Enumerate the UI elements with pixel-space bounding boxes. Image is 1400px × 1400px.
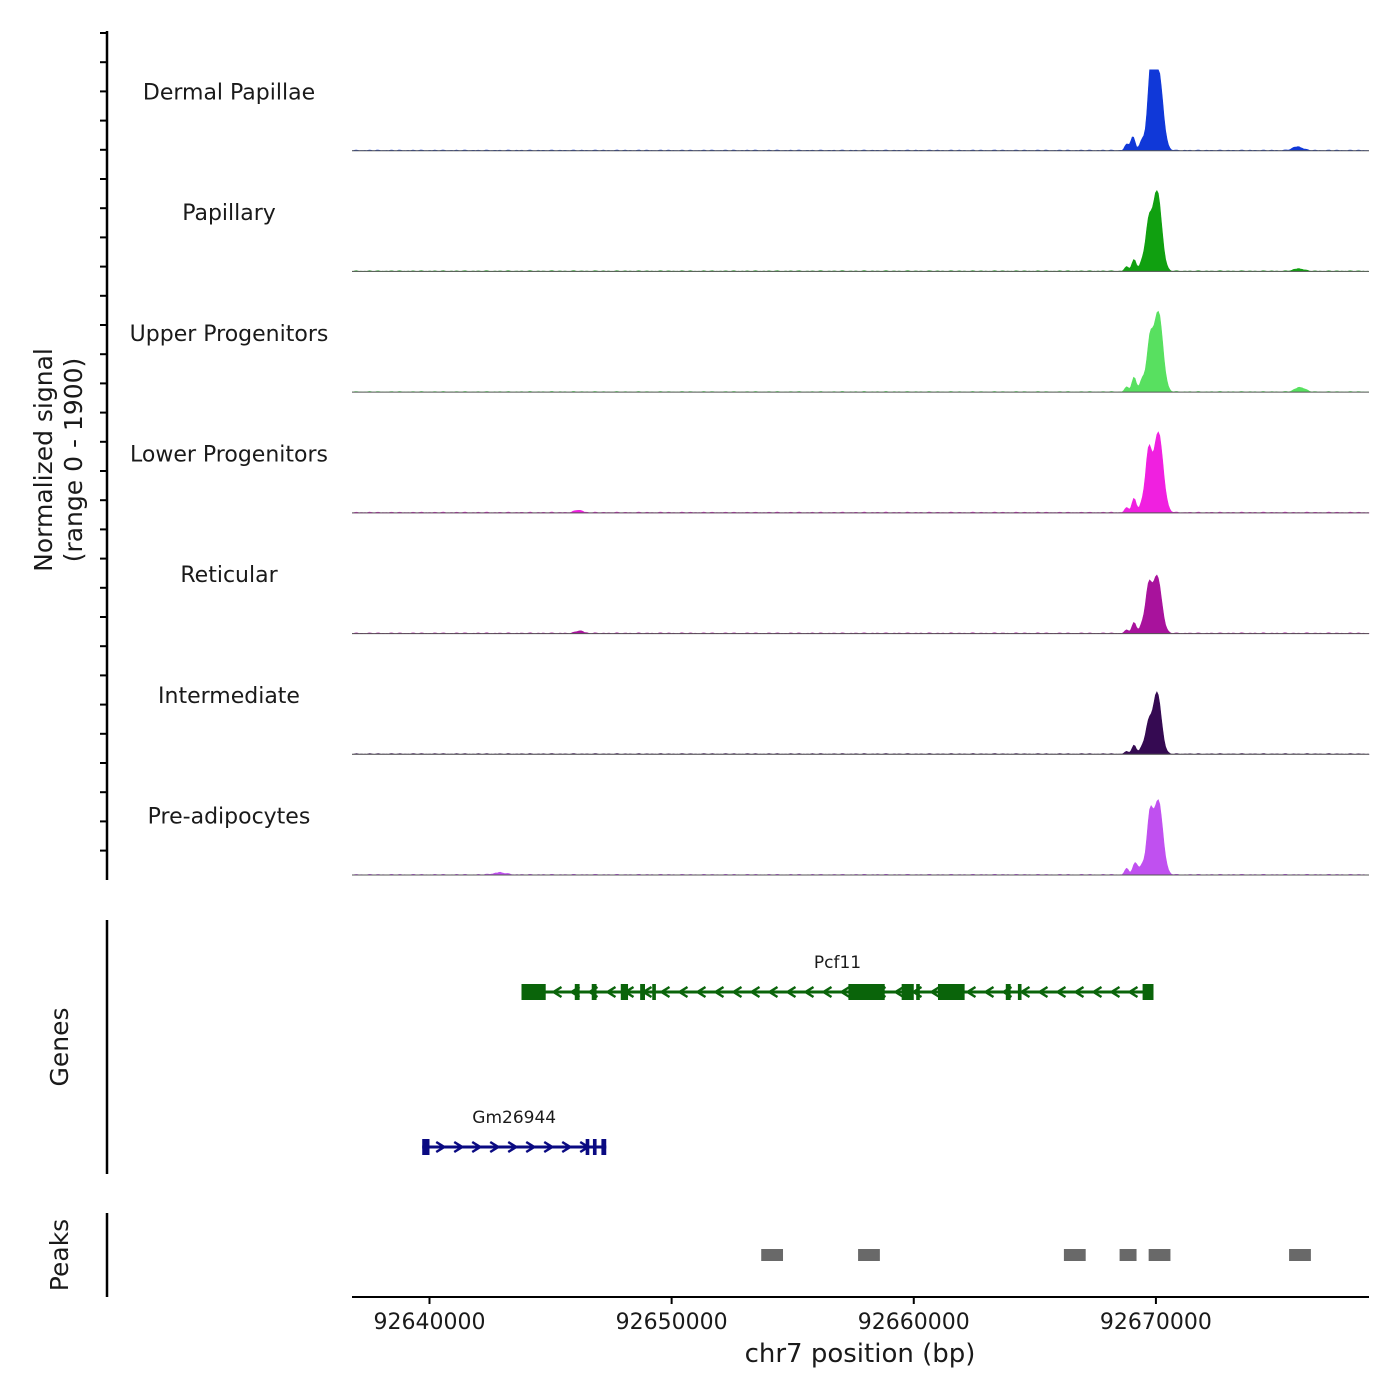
exon — [916, 984, 920, 1000]
peak-region — [858, 1249, 880, 1261]
signal-area-pre-adipocytes — [351, 799, 1370, 876]
exon — [1017, 984, 1022, 1000]
strand-arrow — [839, 985, 851, 999]
strand-arrow — [561, 1140, 573, 1154]
strand-arrow — [785, 985, 797, 999]
signal-area-lower-progenitors — [351, 431, 1370, 514]
peaks-panel — [761, 1249, 1311, 1261]
gene-label-gm26944: Gm26944 — [472, 1108, 556, 1128]
strand-arrow — [435, 1140, 447, 1154]
strand-arrow — [543, 1140, 555, 1154]
exon — [591, 984, 597, 1000]
exon — [937, 984, 965, 1000]
exon — [422, 1139, 430, 1155]
strand-arrow — [605, 985, 617, 999]
coverage-track-papillary: Papillary — [182, 189, 1370, 272]
peak-region — [1289, 1249, 1311, 1261]
strand-arrow — [1127, 985, 1139, 999]
peak-region — [1063, 1249, 1086, 1261]
genes-panel: Pcf11 Gm26944 — [422, 953, 1154, 1155]
strand-arrow — [1091, 985, 1103, 999]
signal-area-upper-progenitors — [351, 310, 1370, 393]
strand-arrow — [929, 985, 941, 999]
coverage-track-dermal-papillae: Dermal Papillae — [143, 69, 1370, 152]
coverage-y-label-line1: Normalized signal — [29, 348, 58, 572]
x-axis-ticks: 92640000 92650000 92660000 92670000 — [373, 1297, 1212, 1335]
strand-arrow — [453, 1140, 465, 1154]
x-tick-label: 92640000 — [373, 1310, 485, 1335]
strand-arrow — [695, 985, 707, 999]
strand-arrow — [507, 1140, 519, 1154]
strand-arrow — [659, 985, 671, 999]
track-label-lower-progenitors: Lower Progenitors — [130, 443, 328, 468]
strand-arrow — [1109, 985, 1121, 999]
strand-arrow — [983, 985, 995, 999]
track-label-upper-progenitors: Upper Progenitors — [130, 322, 329, 347]
strand-arrow — [489, 1140, 501, 1154]
peak-region — [1119, 1249, 1137, 1261]
x-tick-label: 92670000 — [1100, 1310, 1212, 1335]
signal-area-intermediate — [351, 691, 1370, 755]
coverage-y-ticks — [100, 32, 107, 852]
coverage-track-reticular: Reticular — [180, 563, 1370, 635]
signal-area-dermal-papillae — [351, 69, 1370, 152]
strand-arrow — [893, 985, 905, 999]
strand-arrow — [525, 1140, 537, 1154]
signal-area-papillary — [351, 189, 1370, 272]
signal-area-reticular — [351, 574, 1370, 634]
exon — [901, 984, 914, 1000]
x-tick-label: 92650000 — [616, 1310, 728, 1335]
strand-arrow — [965, 985, 977, 999]
exon — [848, 984, 885, 1000]
strand-arrow — [677, 985, 689, 999]
strand-arrow — [1037, 985, 1049, 999]
exon — [620, 984, 629, 1000]
exon — [601, 1139, 607, 1155]
track-label-pre-adipocytes: Pre-adipocytes — [148, 805, 311, 830]
track-label-papillary: Papillary — [182, 201, 276, 226]
coverage-track-pre-adipocytes: Pre-adipocytes — [148, 799, 1370, 876]
peak-region — [761, 1249, 784, 1261]
exon — [592, 1139, 597, 1155]
strand-arrow — [803, 985, 815, 999]
gene-pcf11: Pcf11 — [521, 953, 1154, 1000]
genes-y-label: Genes — [45, 1007, 74, 1086]
exon — [585, 1139, 590, 1155]
coverage-track-intermediate: Intermediate — [158, 684, 1370, 755]
exon — [640, 984, 645, 1000]
strand-arrow — [713, 985, 725, 999]
strand-arrow — [551, 985, 563, 999]
exon — [521, 984, 546, 1000]
track-label-reticular: Reticular — [180, 563, 278, 588]
track-label-intermediate: Intermediate — [158, 684, 300, 709]
strand-arrow — [731, 985, 743, 999]
coverage-track-lower-progenitors: Lower Progenitors — [130, 431, 1370, 514]
coverage-track-upper-progenitors: Upper Progenitors — [130, 310, 1370, 393]
x-tick-label: 92660000 — [858, 1310, 970, 1335]
coverage-y-label-line2: (range 0 - 1900) — [59, 358, 88, 563]
strand-arrow — [767, 985, 779, 999]
exon — [652, 984, 656, 1000]
peak-region — [1148, 1249, 1171, 1261]
gene-gm26944: Gm26944 — [422, 1108, 607, 1155]
strand-arrow — [1073, 985, 1085, 999]
strand-arrow — [1055, 985, 1067, 999]
peaks-y-label: Peaks — [45, 1219, 74, 1291]
gene-label-pcf11: Pcf11 — [814, 953, 861, 973]
strand-arrow — [749, 985, 761, 999]
strand-arrow — [471, 1140, 483, 1154]
strand-arrow — [821, 985, 833, 999]
exon — [1142, 984, 1154, 1000]
coverage-panel: Dermal Papillae Papillary Upper Progenitor… — [130, 69, 1370, 876]
exon — [574, 984, 580, 1000]
x-axis-title: chr7 position (bp) — [745, 1339, 976, 1369]
track-label-dermal-papillae: Dermal Papillae — [143, 80, 315, 105]
exon — [1005, 984, 1011, 1000]
